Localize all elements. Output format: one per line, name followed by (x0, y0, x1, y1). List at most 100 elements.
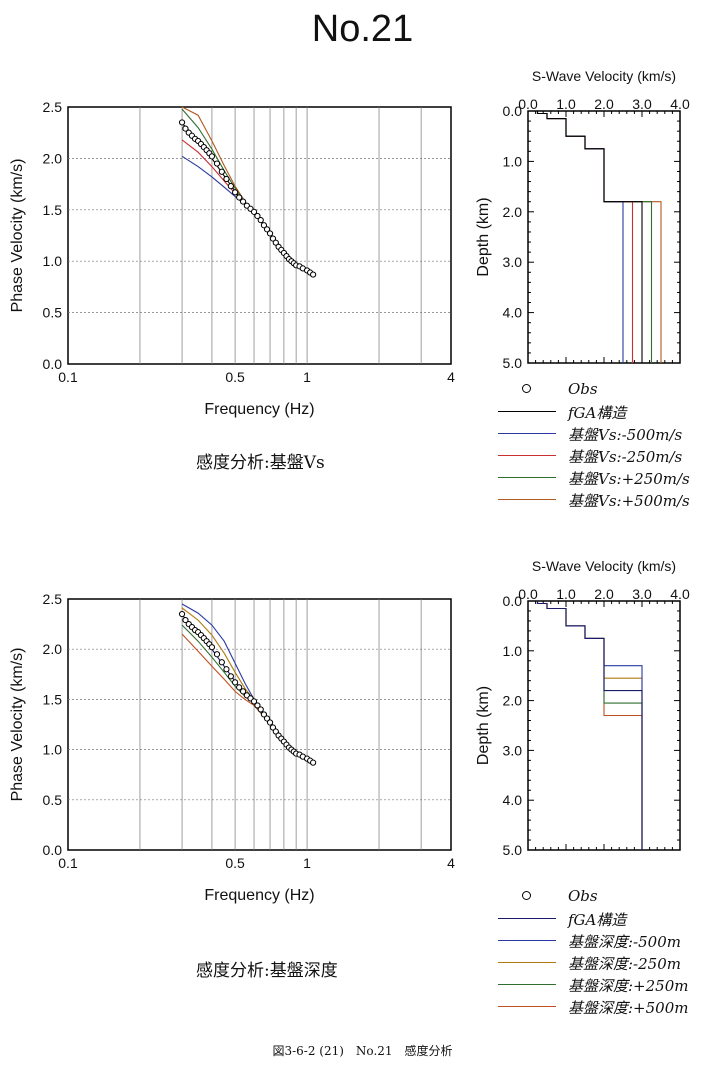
legend-label: fGA構造 (568, 911, 627, 929)
obs-point (208, 153, 216, 160)
x-tick-label: 0.1 (58, 369, 78, 385)
y-tick-label: 1.0 (43, 253, 63, 269)
x-tick-label: 0.0 (518, 96, 538, 112)
obs-point (213, 160, 221, 167)
obs-point (232, 679, 239, 686)
legend-label: fGA構造 (568, 404, 627, 422)
legend-swatch (498, 918, 556, 919)
legend-label: Obs (568, 380, 598, 398)
legend-item: 基盤深度:+500m (498, 995, 723, 1017)
x-tick-label: 4.0 (670, 96, 690, 112)
legend-swatch (498, 499, 556, 500)
y-tick-label: 2.0 (43, 641, 63, 657)
obs-point (227, 673, 234, 680)
legend-item: 基盤Vs:+250m/s (498, 466, 723, 488)
obs-point (257, 706, 264, 713)
y-tick-label: 3.0 (503, 254, 523, 270)
y-tick-label: 2.5 (43, 591, 63, 607)
x-tick-label: 1 (303, 855, 311, 871)
dispersion-plot-2: 0.0 0.5 1.0 1.5 2.0 2.5 0.1 0.5 1 4 Frequency (Hz)… (9, 591, 455, 904)
x-tick-label: 4.0 (670, 586, 690, 602)
obs-point (266, 719, 274, 726)
legend-label: Obs (568, 887, 598, 905)
obs-point (250, 208, 258, 215)
y-tick-label: 2.0 (503, 204, 523, 220)
y-axis-title: Depth (km) (475, 197, 492, 276)
obs-point (236, 684, 243, 691)
legend-item: 基盤深度:-250m (498, 951, 723, 973)
y-axis-title: Phase Velocity (km/s) (9, 648, 26, 802)
y-tick-label: 3.0 (503, 742, 523, 758)
obs-point (227, 183, 234, 190)
obs-point (182, 125, 189, 132)
obs-point (310, 271, 317, 278)
plot-frame (67, 598, 452, 851)
legend-item: Obs (498, 378, 723, 400)
y-tick-label: 1.0 (503, 643, 523, 659)
legend-item: fGA構造 (498, 907, 723, 929)
legend-item: Obs (498, 885, 723, 907)
obs-point (182, 616, 189, 624)
x-tick-label: 0.1 (58, 855, 78, 871)
obs-point (218, 659, 225, 666)
obs-point (263, 226, 271, 233)
legend-swatch (498, 984, 556, 985)
y-tick-label: 0.0 (503, 593, 523, 609)
legend-label: 基盤深度:+250m (568, 977, 689, 995)
obs-point (178, 119, 186, 126)
legend-item: fGA構造 (498, 400, 723, 422)
obs-point (260, 711, 268, 718)
obs-point (263, 715, 271, 722)
x-tick-label: 3.0 (632, 96, 652, 112)
y-axis-title: Phase Velocity (km/s) (9, 159, 26, 313)
y-tick-label: 1.0 (43, 742, 63, 758)
x-tick-label: 2.0 (594, 96, 614, 112)
x-tick-label: 0.5 (225, 855, 245, 871)
legend-label: 基盤深度:-250m (568, 955, 681, 973)
obs-point (269, 724, 277, 731)
x-axis-title: Frequency (Hz) (204, 887, 314, 904)
y-tick-label: 2.0 (43, 150, 63, 166)
legend-label: 基盤深度:+500m (568, 999, 689, 1017)
x-tick-label: 1 (303, 369, 311, 385)
legend-item: 基盤Vs:+500m/s (498, 488, 723, 510)
y-tick-label: 0.5 (43, 305, 63, 321)
plot-frame (67, 106, 452, 365)
legend-item: 基盤Vs:-500m/s (498, 422, 723, 444)
legend-label: 基盤Vs:-500m/s (568, 426, 683, 444)
y-tick-label: 1.0 (503, 153, 523, 169)
legend-label: 基盤Vs:+500m/s (568, 492, 690, 510)
obs-point (223, 175, 230, 183)
obs-point (260, 222, 268, 229)
y-tick-label: 1.5 (43, 202, 63, 218)
x-tick-label: 0.0 (518, 586, 538, 602)
obs-point (250, 698, 258, 705)
legend-swatch (498, 433, 556, 434)
obs-point (254, 702, 261, 709)
x-tick-label: 2.0 (594, 586, 614, 602)
profile-line (536, 111, 643, 363)
legend-item: 基盤深度:-500m (498, 929, 723, 951)
section-subtitle: 感度分析:基盤Vs (196, 453, 325, 473)
obs-point (218, 168, 225, 175)
obs-point (236, 194, 243, 201)
y-tick-label: 2.0 (503, 693, 523, 709)
y-axis-title: Depth (km) (475, 686, 492, 765)
legend-swatch (498, 477, 556, 478)
obs-point (269, 235, 277, 242)
obs-point (223, 666, 230, 673)
x-tick-label: 4 (447, 855, 455, 871)
y-tick-label: 5.0 (503, 842, 523, 858)
obs-point (272, 239, 279, 246)
obs-point (178, 610, 186, 618)
y-tick-label: 0.0 (43, 356, 63, 372)
x-tick-label: 3.0 (632, 586, 652, 602)
obs-point (208, 644, 216, 651)
velocity-profile-3: 0.0 1.0 2.0 3.0 4.0 0.0 1.0 2.0 3.0 4.0 5.0 S-Wave … (475, 558, 690, 858)
x-tick-label: 4 (447, 369, 455, 385)
circle-marker-icon (522, 384, 531, 393)
legend-item: 基盤Vs:-250m/s (498, 444, 723, 466)
page-title: No.21 (311, 8, 414, 50)
legend-swatch (498, 1006, 556, 1007)
